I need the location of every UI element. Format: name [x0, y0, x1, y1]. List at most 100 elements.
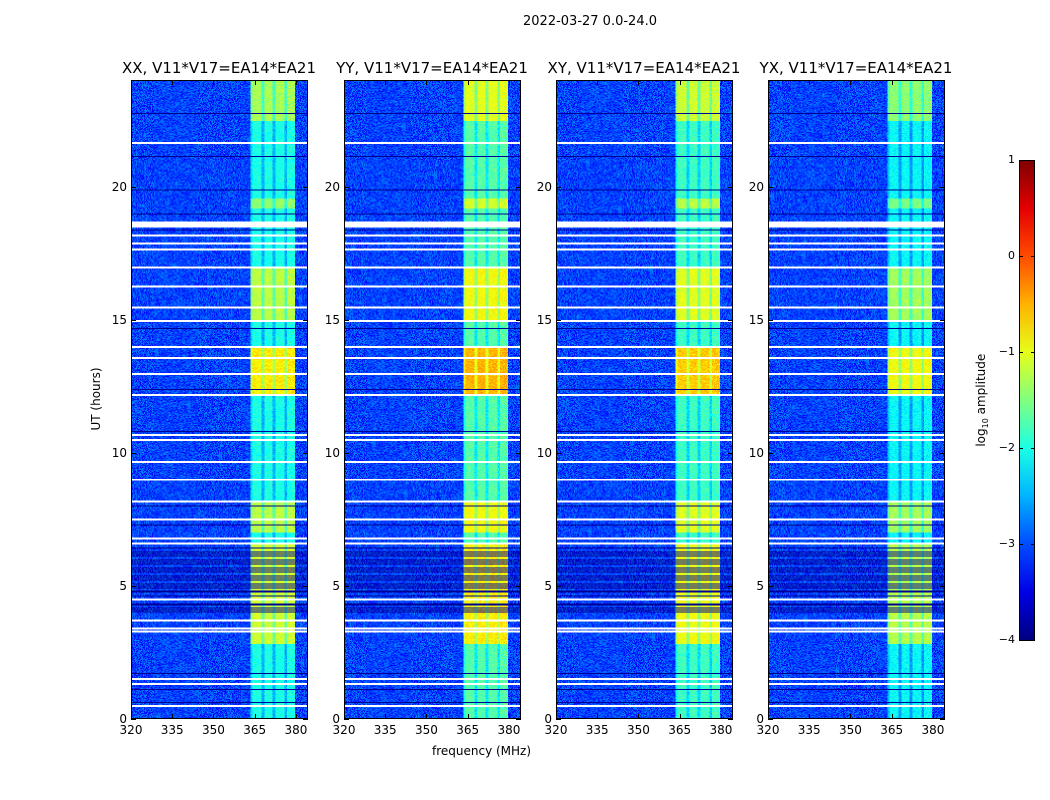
y-tick-label: 20	[748, 179, 764, 194]
heatmap-panel-3	[556, 80, 733, 719]
y-tick-label: 20	[111, 179, 127, 194]
colorbar-tick-mark	[1031, 352, 1035, 353]
x-tick-label: 350	[839, 723, 862, 737]
x-tick-label: 365	[243, 723, 267, 737]
x-tick-label: 380	[921, 723, 945, 737]
colorbar-tick-mark	[1031, 448, 1035, 449]
x-tick-label: 335	[373, 723, 397, 737]
y-tick-mark	[344, 186, 349, 188]
y-tick-mark	[303, 585, 308, 587]
x-tick-label: 365	[668, 723, 692, 737]
y-tick-label: 5	[756, 578, 764, 593]
y-tick-label: 20	[536, 179, 552, 194]
y-tick-mark	[131, 319, 136, 321]
x-tick-mark	[385, 714, 387, 719]
colorbar-tick-mark	[1019, 448, 1023, 449]
x-tick-mark	[891, 80, 893, 85]
y-tick-mark	[516, 319, 521, 321]
x-tick-mark	[426, 714, 428, 719]
x-tick-mark	[720, 80, 722, 85]
heatmap-panel-2	[344, 80, 521, 719]
y-tick-label: 0	[119, 712, 127, 726]
y-tick-mark	[940, 585, 945, 587]
y-tick-mark	[940, 186, 945, 188]
y-tick-mark	[131, 719, 136, 720]
x-tick-label: 335	[160, 723, 184, 737]
y-axis-label: UT (hours)	[89, 367, 103, 431]
colorbar-tick-mark	[1019, 256, 1023, 257]
x-tick-label: 320	[332, 723, 356, 737]
colorbar-tick-mark	[1019, 640, 1023, 641]
y-tick-mark	[768, 719, 773, 720]
colorbar-tick-label: −2	[998, 441, 1015, 454]
x-tick-mark	[131, 714, 132, 719]
x-tick-mark	[467, 714, 469, 719]
x-tick-mark	[295, 80, 297, 85]
x-tick-label: 380	[497, 723, 521, 737]
colorbar-tick-mark	[1031, 640, 1035, 641]
heatmap-panel-4	[768, 80, 945, 719]
y-tick-label: 0	[756, 712, 764, 726]
x-tick-mark	[891, 714, 893, 719]
x-tick-label: 365	[880, 723, 904, 737]
y-tick-mark	[344, 585, 349, 587]
panel-title: YY, V11*V17=EA14*EA21	[336, 59, 528, 77]
y-tick-label: 10	[748, 445, 764, 460]
colorbar-tick-label: −1	[998, 345, 1015, 358]
y-tick-label: 5	[332, 578, 340, 593]
colorbar-tick-label: −4	[998, 633, 1015, 646]
x-tick-mark	[426, 80, 428, 85]
y-tick-label: 15	[536, 312, 552, 327]
x-tick-mark	[213, 80, 215, 85]
y-tick-mark	[728, 452, 733, 454]
colorbar-label: log10 amplitude	[973, 353, 991, 447]
x-tick-label: 320	[544, 723, 568, 737]
y-tick-mark	[344, 452, 349, 454]
y-tick-mark	[344, 319, 349, 321]
x-tick-mark	[932, 80, 934, 85]
y-tick-mark	[768, 186, 773, 188]
y-tick-mark	[940, 719, 945, 720]
y-tick-mark	[940, 452, 945, 454]
y-tick-mark	[303, 319, 308, 321]
y-tick-label: 0	[332, 712, 340, 726]
y-tick-label: 5	[119, 578, 127, 593]
y-tick-mark	[728, 585, 733, 587]
colorbar-tick-label: −3	[998, 537, 1015, 550]
y-tick-mark	[940, 319, 945, 321]
y-tick-mark	[516, 719, 521, 720]
y-tick-label: 20	[324, 179, 340, 194]
colorbar-tick-mark	[1019, 544, 1023, 545]
colorbar-tick-mark	[1019, 352, 1023, 353]
y-tick-mark	[556, 719, 561, 720]
y-tick-label: 10	[536, 445, 552, 460]
y-tick-mark	[768, 585, 773, 587]
x-tick-label: 380	[709, 723, 733, 737]
x-tick-mark	[768, 714, 769, 719]
y-tick-mark	[516, 585, 521, 587]
x-tick-mark	[213, 714, 215, 719]
x-tick-mark	[254, 80, 256, 85]
x-tick-label: 350	[415, 723, 438, 737]
y-tick-label: 15	[111, 312, 127, 327]
panel-title: YX, V11*V17=EA14*EA21	[759, 59, 953, 77]
x-tick-mark	[638, 80, 640, 85]
x-tick-mark	[467, 80, 469, 85]
x-tick-mark	[131, 80, 132, 85]
x-tick-label: 365	[456, 723, 480, 737]
y-tick-mark	[556, 452, 561, 454]
x-tick-mark	[344, 714, 345, 719]
colorbar-tick-mark	[1019, 160, 1023, 161]
x-tick-mark	[344, 80, 345, 85]
x-tick-mark	[295, 714, 297, 719]
y-tick-mark	[556, 319, 561, 321]
x-tick-mark	[556, 714, 557, 719]
x-tick-label: 320	[119, 723, 143, 737]
x-tick-mark	[850, 80, 852, 85]
x-tick-mark	[597, 80, 599, 85]
figure-title: 2022-03-27 0.0-24.0	[523, 14, 657, 29]
y-tick-label: 5	[544, 578, 552, 593]
y-tick-mark	[516, 452, 521, 454]
x-tick-mark	[720, 714, 722, 719]
